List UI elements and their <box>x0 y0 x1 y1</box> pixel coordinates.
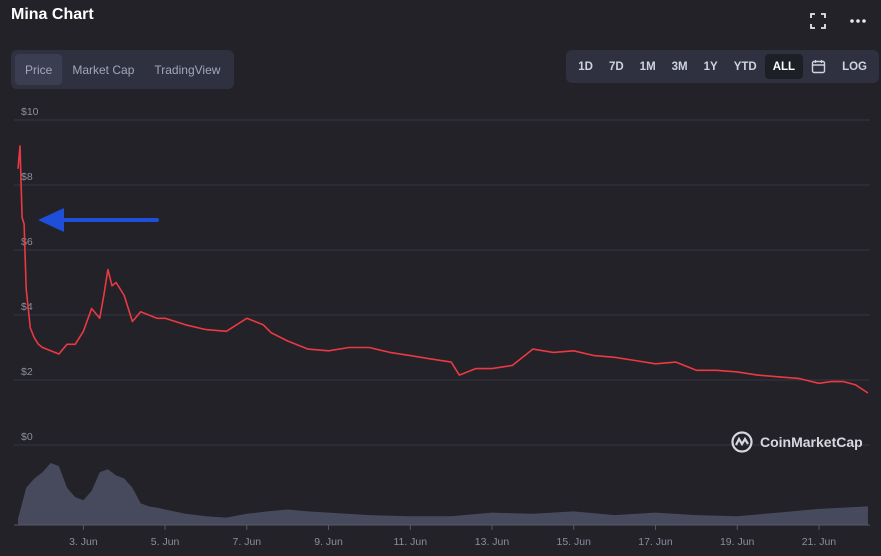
y-tick-label: $10 <box>21 106 39 118</box>
range-3m[interactable]: 3M <box>671 60 688 73</box>
calendar-icon <box>811 60 826 74</box>
x-tick-label: 17. Jun <box>638 536 673 548</box>
x-tick-label: 11. Jun <box>393 536 427 548</box>
y-tick-label: $4 <box>21 301 33 313</box>
x-tick-label: 3. Jun <box>69 536 98 548</box>
range-1m[interactable]: 1M <box>639 60 656 73</box>
range-1d[interactable]: 1D <box>578 60 593 73</box>
y-axis: $0 $2 $4 $6 $8 $10 <box>21 106 39 443</box>
range-log[interactable]: LOG <box>842 60 867 73</box>
tab-price[interactable]: Price <box>15 54 63 85</box>
range-all[interactable]: ALL <box>764 54 804 79</box>
calendar-button[interactable] <box>803 54 834 79</box>
chart-type-tabs: Price Market Cap TradingView <box>11 50 235 89</box>
arrow-left-icon <box>38 208 159 232</box>
chart-actions <box>807 10 869 32</box>
volume-area <box>18 463 868 525</box>
more-dots-icon[interactable] <box>847 10 869 32</box>
page-title: Mina Chart <box>11 6 94 23</box>
range-ytd[interactable]: YTD <box>733 60 757 73</box>
range-1y[interactable]: 1Y <box>703 60 718 73</box>
x-tick-label: 21. Jun <box>802 536 837 548</box>
coinmarketcap-watermark: CoinMarketCap <box>730 430 863 454</box>
x-tick-label: 7. Jun <box>233 536 262 548</box>
x-axis: 3. Jun 5. Jun 7. Jun 9. Jun 11. Jun 13. Jun 15… <box>14 524 870 548</box>
x-tick-label: 9. Jun <box>314 536 343 548</box>
price-line <box>17 145 869 394</box>
x-tick-label: 5. Jun <box>151 536 180 548</box>
range-7d[interactable]: 7D <box>608 60 624 73</box>
x-tick-label: 15. Jun <box>557 536 592 548</box>
x-tick-label: 19. Jun <box>720 536 755 548</box>
y-tick-label: $0 <box>21 431 33 443</box>
chart-grid <box>14 119 870 446</box>
y-tick-label: $8 <box>21 171 33 183</box>
y-tick-label: $6 <box>21 236 33 248</box>
coinmarketcap-logo-icon <box>731 431 753 453</box>
x-tick-label: 13. Jun <box>475 536 510 548</box>
watermark-text: CoinMarketCap <box>760 434 863 450</box>
tab-tradingview[interactable]: TradingView <box>154 62 221 77</box>
y-tick-label: $2 <box>21 366 33 378</box>
range-selector: 1D 7D 1M 3M 1Y YTD ALL LOG <box>566 50 879 83</box>
tab-market-cap[interactable]: Market Cap <box>72 62 135 77</box>
fullscreen-icon[interactable] <box>807 10 829 32</box>
